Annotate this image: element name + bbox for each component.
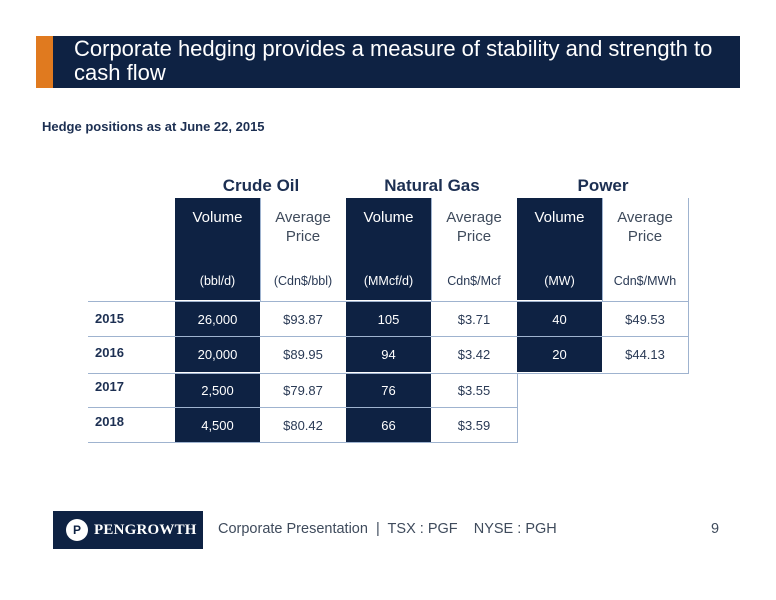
footer-caption: Corporate Presentation | TSX : PGF NYSE … bbox=[218, 521, 557, 537]
cell-2015-gas-price: $3.71 bbox=[431, 302, 517, 336]
unit-gas-volume: (MMcf/d) bbox=[346, 262, 431, 300]
grid-line bbox=[88, 301, 688, 302]
grid-line bbox=[88, 442, 517, 443]
grid-line bbox=[431, 198, 432, 302]
group-header-natural-gas: Natural Gas bbox=[384, 176, 480, 195]
row-year-2015: 2015 bbox=[95, 311, 124, 326]
cell-2017-gas-price: $3.55 bbox=[431, 374, 517, 407]
col-header-power-volume: Volume bbox=[517, 198, 602, 262]
cell-2015-power-volume: 40 bbox=[517, 302, 602, 336]
unit-oil-price: (Cdn$/bbl) bbox=[260, 262, 346, 300]
grid-line bbox=[688, 198, 689, 374]
unit-oil-volume: (bbl/d) bbox=[175, 262, 260, 300]
cell-2016-power-volume: 20 bbox=[517, 337, 602, 372]
cell-2015-gas-volume: 105 bbox=[346, 302, 431, 336]
pengrowth-logo: P PENGROWTH bbox=[53, 511, 203, 549]
group-header-crude-oil: Crude Oil bbox=[222, 176, 300, 195]
title-accent-stripe bbox=[36, 36, 53, 88]
cell-2018-gas-price: $3.59 bbox=[431, 408, 517, 442]
logo-emblem-icon: P bbox=[66, 519, 88, 541]
cell-2018-gas-volume: 66 bbox=[346, 408, 431, 442]
logo-wordmark: PENGROWTH bbox=[94, 521, 197, 538]
unit-power-price: Cdn$/MWh bbox=[602, 262, 688, 300]
cell-2015-oil-volume: 26,000 bbox=[175, 302, 260, 336]
cell-2018-oil-price: $80.42 bbox=[260, 408, 346, 442]
page-number: 9 bbox=[711, 521, 720, 537]
row-year-2016: 2016 bbox=[95, 345, 124, 360]
col-header-oil-price: Average Price bbox=[260, 198, 346, 262]
cell-2017-oil-price: $79.87 bbox=[260, 374, 346, 407]
col-header-gas-price: Average Price bbox=[431, 198, 517, 262]
cell-2016-gas-price: $3.42 bbox=[431, 337, 517, 372]
grid-line bbox=[517, 374, 518, 443]
unit-gas-price: Cdn$/Mcf bbox=[431, 262, 517, 300]
grid-line bbox=[88, 373, 688, 374]
row-year-2017: 2017 bbox=[95, 379, 124, 394]
cell-2018-oil-volume: 4,500 bbox=[175, 408, 260, 442]
cell-2016-oil-price: $89.95 bbox=[260, 337, 346, 372]
col-header-gas-volume: Volume bbox=[346, 198, 431, 262]
grid-line bbox=[602, 198, 603, 302]
unit-power-volume: (MW) bbox=[517, 262, 602, 300]
cell-2017-gas-volume: 76 bbox=[346, 374, 431, 407]
grid-line bbox=[88, 336, 688, 337]
group-header-power: Power bbox=[577, 176, 629, 195]
page-title: Corporate hedging provides a measure of … bbox=[74, 36, 713, 85]
hedge-date-subtitle: Hedge positions as at June 22, 2015 bbox=[42, 119, 265, 134]
row-year-2018: 2018 bbox=[95, 414, 124, 429]
cell-2015-power-price: $49.53 bbox=[602, 302, 688, 336]
cell-2015-oil-price: $93.87 bbox=[260, 302, 346, 336]
cell-2016-oil-volume: 20,000 bbox=[175, 337, 260, 372]
cell-2016-gas-volume: 94 bbox=[346, 337, 431, 372]
col-header-power-price: Average Price bbox=[602, 198, 688, 262]
grid-line bbox=[88, 407, 517, 408]
cell-2016-power-price: $44.13 bbox=[602, 337, 688, 372]
grid-line bbox=[260, 198, 261, 302]
col-header-oil-volume: Volume bbox=[175, 198, 260, 262]
cell-2017-oil-volume: 2,500 bbox=[175, 374, 260, 407]
title-bar bbox=[36, 36, 740, 88]
